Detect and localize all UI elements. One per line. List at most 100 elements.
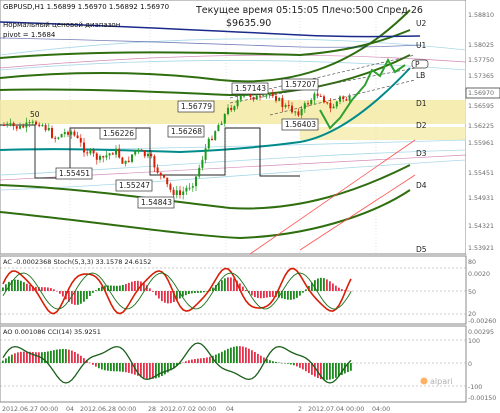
ac-bar <box>263 291 265 299</box>
candle <box>127 156 130 163</box>
ao-bar <box>140 363 142 377</box>
ac-bar <box>29 285 31 291</box>
candle <box>255 93 258 100</box>
candle <box>239 94 242 103</box>
ac-bar <box>245 289 247 291</box>
price-tick: 1.55961 <box>468 140 494 147</box>
ac-bar <box>215 285 217 291</box>
ao-bar <box>233 346 235 363</box>
price-tick: 1.58810 <box>468 12 494 19</box>
time-tick: 28 <box>148 406 156 413</box>
ao-bar <box>83 358 85 363</box>
level-p: P <box>415 60 420 69</box>
candle <box>44 123 47 132</box>
ao-bar <box>224 350 226 363</box>
support-zone <box>0 100 466 124</box>
ac-bar <box>227 277 229 291</box>
ao-bar <box>23 351 25 363</box>
candle <box>15 125 18 132</box>
price-tick: 1.54321 <box>468 223 494 230</box>
ao-bar <box>308 363 310 374</box>
candle <box>19 122 21 130</box>
candle <box>303 101 306 113</box>
candle <box>35 120 37 126</box>
price-label-b10: 50 <box>30 110 40 119</box>
current-price-marker: 1.56970 <box>465 87 500 99</box>
candle <box>332 103 335 109</box>
ac-bar <box>176 291 178 301</box>
ac-bar <box>50 288 52 291</box>
ao-bar <box>131 363 133 374</box>
ao-bar <box>326 363 328 380</box>
support-zone-lower <box>300 127 466 140</box>
ac-bar <box>134 280 136 291</box>
ao-bar <box>293 363 295 366</box>
candle <box>108 152 111 160</box>
ac-bar <box>320 277 322 291</box>
ao-bar <box>290 363 292 365</box>
candle <box>345 96 348 102</box>
ac-bar <box>314 280 316 291</box>
candle <box>95 152 98 165</box>
ao-bar <box>329 363 331 380</box>
ac-bar <box>92 291 94 293</box>
ao-bar <box>338 363 340 377</box>
ac-bar <box>59 291 61 294</box>
price-label-b7: 1.55451 <box>55 167 93 180</box>
ao-bar <box>89 362 91 364</box>
ao-bar <box>26 351 28 363</box>
ac-panel-label: AC -0.0002368 Stoch(5,3,3) 33.1578 24.61… <box>3 258 151 266</box>
candle <box>342 95 345 103</box>
ao-cci-pane[interactable]: AO 0.001086 CCI(14) 35.9251 alpari <box>0 325 467 403</box>
level-u1: U1 <box>416 41 426 50</box>
ao-bar <box>281 362 283 364</box>
ac-bar <box>269 291 271 298</box>
price-chart-pane[interactable]: 1.57143 1.57207 1.56779 1.56268 1.56226 … <box>0 0 467 255</box>
candle <box>348 93 351 103</box>
lower-band-2 <box>0 189 411 240</box>
level-d1: D1 <box>416 99 427 108</box>
candle <box>134 149 137 157</box>
ac-bar <box>284 291 286 300</box>
ao-bar <box>245 347 247 363</box>
price-label-b7-text: 1.55451 <box>59 169 90 178</box>
ac-bar <box>254 291 256 298</box>
ac-bar <box>62 291 64 297</box>
candle <box>211 135 213 141</box>
ac-bar <box>212 287 214 291</box>
ac-bar <box>251 291 253 296</box>
candle <box>156 164 159 174</box>
candle <box>281 95 284 112</box>
ac-bar <box>338 287 340 291</box>
candle <box>9 118 12 127</box>
ac-bar <box>221 280 223 291</box>
candle <box>201 155 204 171</box>
ac-bar <box>260 291 262 299</box>
candle <box>182 186 185 200</box>
ao-bar <box>155 363 157 379</box>
ac-bar <box>20 280 22 291</box>
ao-bar <box>227 348 229 363</box>
ao-bar <box>125 363 127 373</box>
candle <box>12 121 15 131</box>
candle <box>329 98 332 113</box>
ema-line <box>0 67 411 154</box>
candle <box>86 149 89 157</box>
candle <box>131 154 133 164</box>
ac-stoch-pane[interactable]: AC -0.0002368 Stoch(5,3,3) 33.1578 24.61… <box>0 255 467 325</box>
candle <box>118 144 121 159</box>
level-u2: U2 <box>416 19 426 28</box>
ao-bar <box>53 350 55 363</box>
ao-tick: 0.00295 <box>468 329 494 336</box>
ac-bar <box>311 282 313 291</box>
price-label-b4: 1.56268 <box>167 125 205 138</box>
ac-bar <box>296 291 298 298</box>
candle <box>22 123 25 129</box>
ac-bar <box>122 284 124 291</box>
ao-bar <box>266 358 268 363</box>
candle <box>147 151 149 159</box>
ac-bar <box>143 282 145 291</box>
ac-bar <box>317 278 319 291</box>
price-label-b2-text: 1.57207 <box>285 80 316 89</box>
candle <box>3 122 5 126</box>
